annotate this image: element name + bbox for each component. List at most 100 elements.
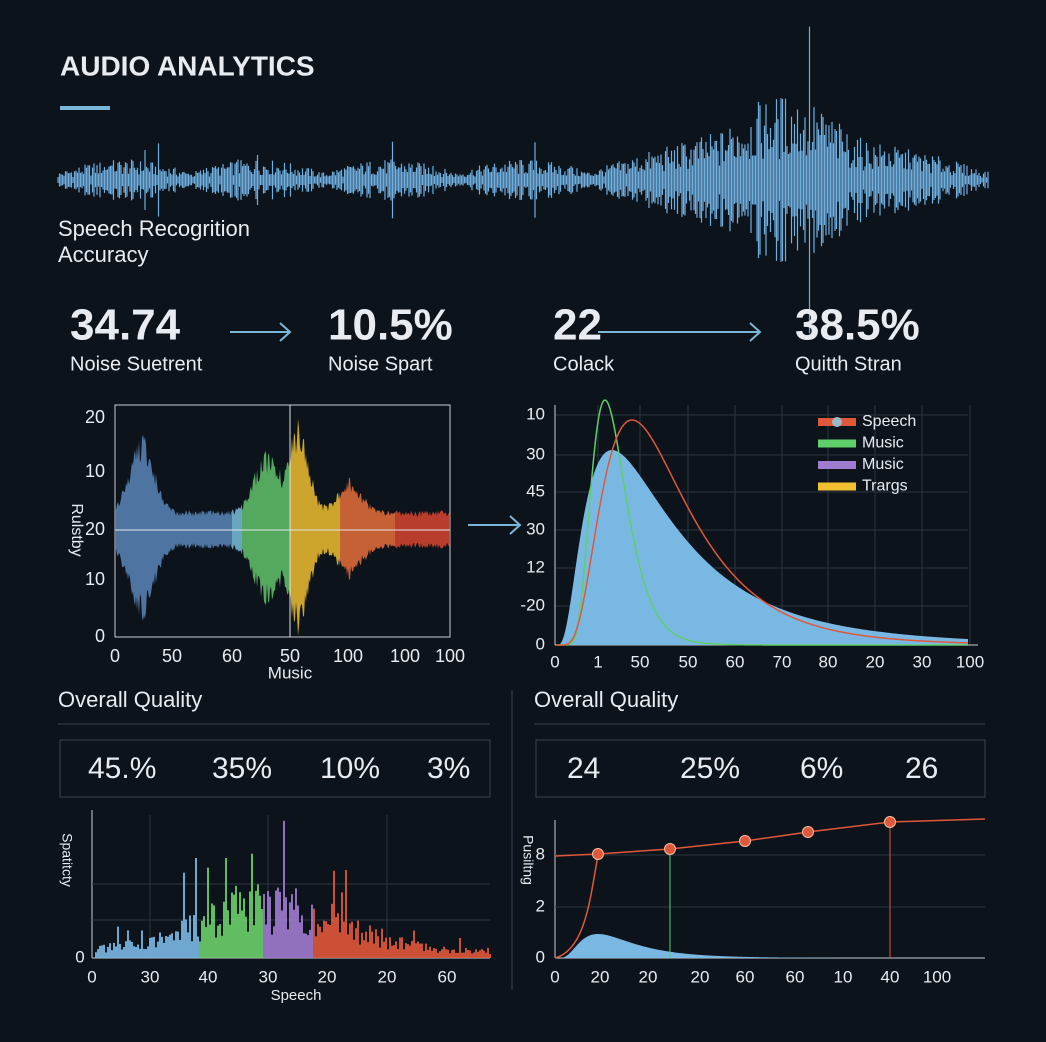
spectrum-bar xyxy=(375,929,377,958)
section-title: Overall Quality xyxy=(58,687,202,712)
arrow-head xyxy=(749,322,762,342)
spectrum-bar xyxy=(295,888,297,958)
x-tick-label: 70 xyxy=(773,652,792,671)
x-tick-label: 60 xyxy=(222,646,242,666)
spectrum-bar xyxy=(489,954,491,958)
waveform-area xyxy=(242,450,290,606)
spectrum-bar xyxy=(397,948,399,958)
metric-value: 38.5% xyxy=(795,301,920,350)
spectrum-bar xyxy=(345,870,347,958)
spectrum-bar xyxy=(305,933,307,958)
y-tick-label: 30 xyxy=(526,519,545,538)
spectrum-bar xyxy=(437,952,439,958)
spectrum-bar xyxy=(187,932,189,958)
spectrum-bar xyxy=(243,898,245,958)
legend-label: Music xyxy=(862,435,904,452)
spectrum-bar xyxy=(203,916,205,958)
waveform-area xyxy=(340,477,395,580)
spectrum-bar xyxy=(415,943,417,958)
x-tick-label: 30 xyxy=(259,967,278,986)
spectrum-bar xyxy=(347,934,349,958)
spectrum-bar xyxy=(463,952,465,958)
spectrum-bar xyxy=(321,932,323,958)
spectrum-bar xyxy=(465,947,467,958)
spectrum-bar xyxy=(101,945,103,958)
spectrum-bar xyxy=(329,924,331,958)
spectrum-bar xyxy=(245,916,247,958)
spectrum-bar xyxy=(303,933,305,958)
spectrum-bar xyxy=(253,925,255,958)
spectrum-bar xyxy=(199,941,201,958)
spectrum-bar xyxy=(227,910,229,958)
spectrum-bar xyxy=(221,935,223,958)
y-tick-label: 10 xyxy=(85,569,105,589)
spectrum-bar xyxy=(223,901,225,958)
x-tick-label: 80 xyxy=(819,652,838,671)
spectrum-bar xyxy=(327,923,329,958)
spectrum-bar xyxy=(229,924,231,958)
spectrum-bar xyxy=(173,940,175,958)
spectrum-bar xyxy=(459,937,461,958)
spectrum-bar xyxy=(351,921,353,958)
spectrum-bar xyxy=(147,946,149,958)
spectrum-bar xyxy=(107,946,109,958)
spectrum-bar xyxy=(177,931,179,958)
stats-box xyxy=(59,739,491,798)
spectrum-bar xyxy=(263,894,265,958)
y-tick-label: 8 xyxy=(536,844,545,863)
x-tick-label: 20 xyxy=(866,652,885,671)
metric-label: Noise Spart xyxy=(328,353,433,375)
spectrum-bar xyxy=(423,951,425,958)
spectrum-bar xyxy=(257,884,259,958)
x-tick-label: 50 xyxy=(280,646,300,666)
spectrum-bar xyxy=(269,896,271,958)
spectrum-bar xyxy=(361,932,363,958)
spectrum-bar xyxy=(315,936,317,958)
x-tick-label: 30 xyxy=(913,652,932,671)
x-tick-label: 100 xyxy=(956,652,984,671)
y-axis-label: Pusiltng xyxy=(520,835,536,885)
spectrum-bar xyxy=(353,939,355,958)
spectrum-bar xyxy=(259,895,261,958)
y-tick-label: 20 xyxy=(85,407,105,427)
curve xyxy=(556,399,968,646)
spectrum-bar xyxy=(359,944,361,958)
spectrum-bar xyxy=(307,935,309,958)
spectrum-bar xyxy=(477,951,479,958)
spectrum-bar xyxy=(457,952,459,958)
legend-swatch xyxy=(818,461,856,469)
x-tick-label: 10 xyxy=(834,967,853,986)
spectrum-bar xyxy=(215,937,217,958)
spectrum-bar xyxy=(479,950,481,958)
distribution-area xyxy=(555,450,968,645)
spectrum-bar xyxy=(297,905,299,958)
spectrum-bar xyxy=(405,943,407,958)
spectrum-bar xyxy=(451,949,453,958)
spectrum-bar xyxy=(433,948,435,958)
spectrum-bar xyxy=(381,928,383,958)
spectrum-bar xyxy=(355,928,357,958)
spectrum-bar xyxy=(371,931,373,958)
y-tick-label: 30 xyxy=(526,444,545,463)
spectrum-bar xyxy=(301,915,303,958)
spectrum-bar xyxy=(149,937,151,958)
x-tick-label: 30 xyxy=(141,967,160,986)
spectrum-bar xyxy=(111,950,113,958)
spectrum-bar xyxy=(445,949,447,958)
spectrum-bar xyxy=(325,921,327,958)
spectrum-bar xyxy=(167,936,169,958)
spectrum-bar xyxy=(99,945,101,958)
spectrum-bar xyxy=(95,952,97,958)
spectrum-bar xyxy=(475,949,477,958)
spectrum-bar xyxy=(151,937,153,958)
x-tick-label: 60 xyxy=(786,967,805,986)
x-tick-label: 0 xyxy=(550,652,559,671)
spectrum-bar xyxy=(337,913,339,958)
stat-value: 35% xyxy=(212,752,272,785)
spectrum-bar xyxy=(207,867,209,958)
spectrum-bar xyxy=(439,951,441,958)
spectrum-bar xyxy=(139,948,141,958)
x-tick-label: 20 xyxy=(639,967,658,986)
x-tick-label: 100 xyxy=(390,646,420,666)
